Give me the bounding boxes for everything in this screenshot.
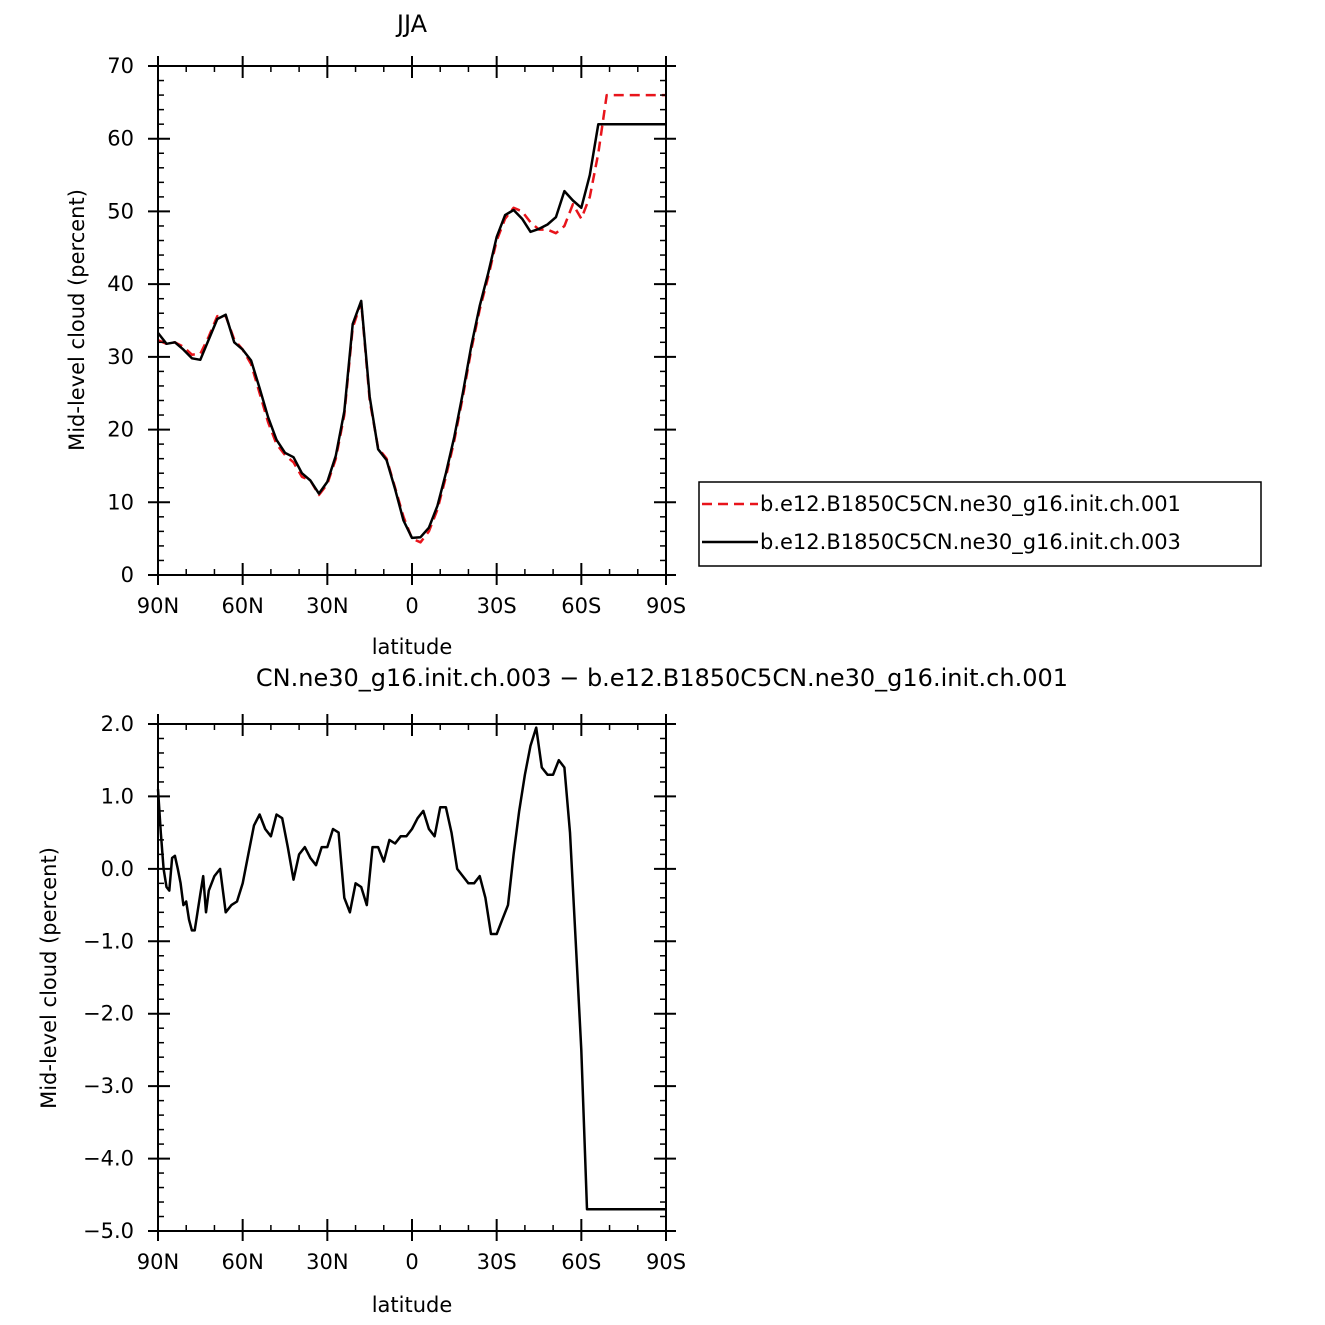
top-y-tick-label: 50 <box>107 199 134 223</box>
bottom-y-tick-label: 1.0 <box>101 784 134 808</box>
top-plot-frame <box>157 65 667 576</box>
bottom-y-axis-title: Mid-level cloud (percent) <box>37 847 61 1109</box>
bottom-y-tick-label: −5.0 <box>83 1219 134 1243</box>
bottom-x-axis-title: latitude <box>372 1293 453 1317</box>
legend: b.e12.B1850C5CN.ne30_g16.init.ch.001 b.e… <box>698 481 1262 567</box>
top-y-tick-label: 70 <box>107 54 134 78</box>
top-chart-lines <box>157 93 666 544</box>
bottom-y-tick-label: −4.0 <box>83 1147 134 1171</box>
top-x-tick-label: 90S <box>646 594 686 618</box>
top-y-axis-title: Mid-level cloud (percent) <box>65 189 89 451</box>
bottom-x-tick-label: 90N <box>137 1250 179 1274</box>
legend-box <box>698 481 1262 567</box>
bottom-y-tick-label: −1.0 <box>83 929 134 953</box>
bottom-x-tick-label: 60S <box>561 1250 601 1274</box>
bottom-plot-frame <box>157 723 667 1232</box>
top-chart-title: JJA <box>395 10 428 38</box>
bottom-axis-ticks: 90N 60N 30N 0 30S 60S 90S 2.0 1.0 0.0 −1.0 −2.0 −3.0… <box>83 712 686 1274</box>
top-x-tick-label: 30S <box>477 594 517 618</box>
bottom-y-tick-label: −3.0 <box>83 1074 134 1098</box>
bottom-y-tick-label: 0.0 <box>101 857 134 881</box>
bottom-chart-lines <box>156 726 666 1211</box>
bottom-x-tick-label: 0 <box>405 1250 418 1274</box>
top-x-tick-label: 60N <box>221 594 263 618</box>
legend-label-series-2: b.e12.B1850C5CN.ne30_g16.init.ch.003 <box>760 530 1181 555</box>
bottom-x-tick-label: 90S <box>646 1250 686 1274</box>
top-series-line-2 <box>157 122 666 540</box>
top-chart: JJA 90N 60N 30N 0 30S 60S 90S 0 10 20 30 40 50 60 70 l… <box>65 10 1262 659</box>
top-x-tick-label: 0 <box>405 594 418 618</box>
top-x-tick-label: 90N <box>137 594 179 618</box>
top-x-tick-label: 60S <box>561 594 601 618</box>
top-axis-ticks: 90N 60N 30N 0 30S 60S 90S 0 10 20 30 40 50 60 70 <box>107 54 686 618</box>
bottom-x-tick-label: 60N <box>221 1250 263 1274</box>
bottom-x-tick-label: 30N <box>306 1250 348 1274</box>
top-series-line-1 <box>157 93 666 544</box>
top-y-tick-label: 0 <box>121 563 134 587</box>
top-y-tick-label: 10 <box>107 490 134 514</box>
legend-label-series-1: b.e12.B1850C5CN.ne30_g16.init.ch.001 <box>760 492 1181 517</box>
top-y-tick-label: 30 <box>107 345 134 369</box>
bottom-x-tick-label: 30S <box>477 1250 517 1274</box>
bottom-y-tick-label: 2.0 <box>101 712 134 736</box>
top-x-axis-title: latitude <box>372 635 453 659</box>
top-y-tick-label: 60 <box>107 127 134 151</box>
top-y-tick-label: 20 <box>107 418 134 442</box>
top-x-tick-label: 30N <box>306 594 348 618</box>
bottom-chart-title: CN.ne30_g16.init.ch.003 − b.e12.B1850C5C… <box>256 664 1068 692</box>
bottom-series-line-1 <box>156 726 666 1211</box>
bottom-chart: CN.ne30_g16.init.ch.003 − b.e12.B1850C5C… <box>37 664 1068 1317</box>
bottom-y-tick-label: −2.0 <box>83 1002 134 1026</box>
top-y-tick-label: 40 <box>107 272 134 296</box>
